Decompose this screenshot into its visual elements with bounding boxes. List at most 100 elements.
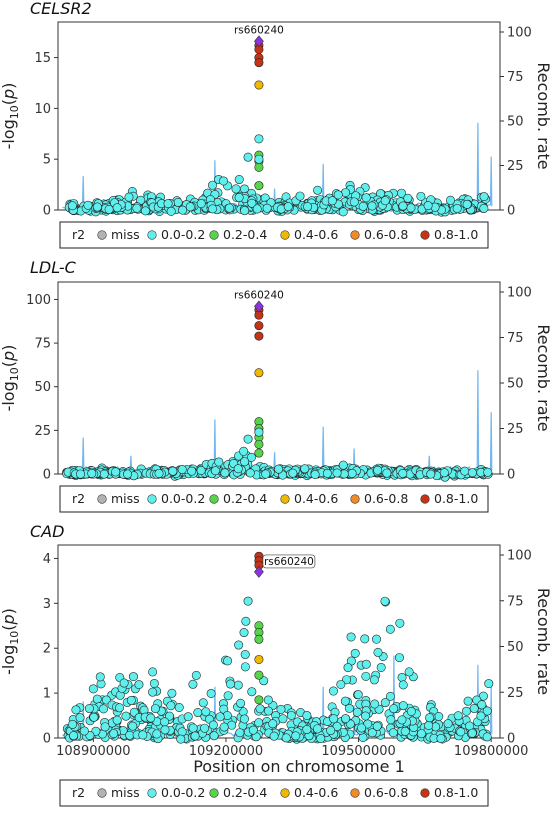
y-tick-label: 75 [34, 337, 51, 352]
snp-point [124, 192, 134, 202]
y2-tick-label: 75 [507, 594, 524, 609]
snp-point [338, 207, 348, 217]
legend-label: 0.0-0.2 [161, 785, 205, 800]
snp-point [385, 691, 395, 701]
snp-point [245, 468, 255, 478]
snp-point [360, 711, 370, 721]
legend-label: 0.6-0.8 [364, 227, 408, 242]
snp-point [234, 640, 244, 650]
y2-axis-title: Recomb. rate [534, 324, 553, 431]
y-axis-title: -log10(p) [0, 345, 21, 412]
snp-point [394, 653, 404, 663]
snp-point [163, 199, 173, 209]
snp-point [380, 596, 390, 606]
snp-point [92, 202, 102, 212]
legend-swatch [147, 788, 157, 798]
snp-point [148, 687, 158, 697]
x-tick-label: 109800000 [454, 744, 528, 759]
snp-point [388, 728, 398, 738]
snp-point [434, 711, 444, 721]
snp-point [361, 193, 371, 203]
snp-point [254, 695, 264, 705]
legend-swatch [97, 494, 107, 504]
snp-point [224, 203, 234, 213]
snp-point [332, 721, 342, 731]
y2-axis-title: Recomb. rate [534, 62, 553, 169]
snp-point [467, 728, 477, 738]
snp-point [174, 703, 184, 713]
snp-point [398, 201, 408, 211]
y2-tick-label: 25 [507, 422, 524, 437]
panel-cad: CAD 0 1 2 3 4 0 25 50 75 100 -log10(p) Recomb. rate r… [0, 522, 553, 776]
snp-point [196, 199, 206, 209]
legend-label: miss [111, 785, 140, 800]
legend-swatch [350, 788, 360, 798]
x-axis-title: Position on chromosome 1 [193, 757, 405, 776]
legend-label: 0.4-0.6 [294, 491, 338, 506]
snp-point [332, 468, 342, 478]
r2-legend: r2 miss 0.0-0.2 0.2-0.4 0.4-0.6 0.6-0.8 0.8-1.… [59, 485, 489, 513]
snp-point [469, 704, 479, 714]
snp-point [254, 80, 264, 90]
snp-point [166, 206, 176, 216]
snp-point [456, 727, 466, 737]
snp-point [254, 162, 264, 172]
snp-point [347, 468, 357, 478]
snp-point [424, 720, 434, 730]
snp-point [350, 648, 360, 658]
snp-point [254, 718, 264, 728]
snp-point [380, 698, 390, 708]
snp-point [95, 672, 105, 682]
snp-point [219, 722, 229, 732]
snp-point [164, 711, 174, 721]
y-tick-label: 50 [34, 380, 51, 395]
snp-point [254, 181, 264, 191]
snp-point [201, 707, 211, 717]
lead-snp-marker [254, 300, 264, 313]
snp-point [128, 721, 138, 731]
plot-frame [57, 281, 501, 475]
snp-point [439, 468, 449, 478]
snp-point [125, 730, 135, 740]
snp-point [353, 690, 363, 700]
snp-point [404, 667, 414, 677]
snp-point [340, 696, 350, 706]
legend-title: r2 [72, 491, 85, 506]
snp-point [243, 434, 253, 444]
lead-snp-marker [254, 565, 264, 578]
lead-snp-marker [254, 35, 264, 48]
y2-tick-label: 50 [507, 377, 524, 392]
snp-point [357, 723, 367, 733]
snp-point [400, 726, 410, 736]
r2-legend: r2 miss 0.0-0.2 0.2-0.4 0.4-0.6 0.6-0.8 0.8-1.… [59, 779, 489, 807]
snp-point [233, 680, 243, 690]
legend-label: 0.6-0.8 [364, 491, 408, 506]
snp-point [361, 659, 371, 669]
snp-point [255, 704, 265, 714]
snp-point [112, 203, 122, 213]
snp-point [316, 733, 326, 743]
snp-point [479, 192, 489, 202]
snp-point [168, 466, 178, 476]
snp-point [234, 192, 244, 202]
snp-point [152, 729, 162, 739]
legend-label: 0.8-1.0 [434, 491, 478, 506]
snp-point [416, 729, 426, 739]
plot-frame [57, 21, 501, 211]
snp-point [436, 733, 446, 743]
snp-point [239, 446, 249, 456]
snp-point [313, 185, 323, 195]
snp-point [233, 464, 243, 474]
snp-point [254, 654, 264, 664]
x-tick-label: 108900000 [56, 744, 130, 759]
snp-point [187, 466, 197, 476]
snp-point [423, 201, 433, 211]
snp-point [75, 713, 85, 723]
snp-point [398, 701, 408, 711]
snp-point [261, 469, 271, 479]
snp-point [149, 678, 159, 688]
snp-point [231, 184, 241, 194]
snp-point [254, 670, 264, 680]
snp-point [476, 711, 486, 721]
